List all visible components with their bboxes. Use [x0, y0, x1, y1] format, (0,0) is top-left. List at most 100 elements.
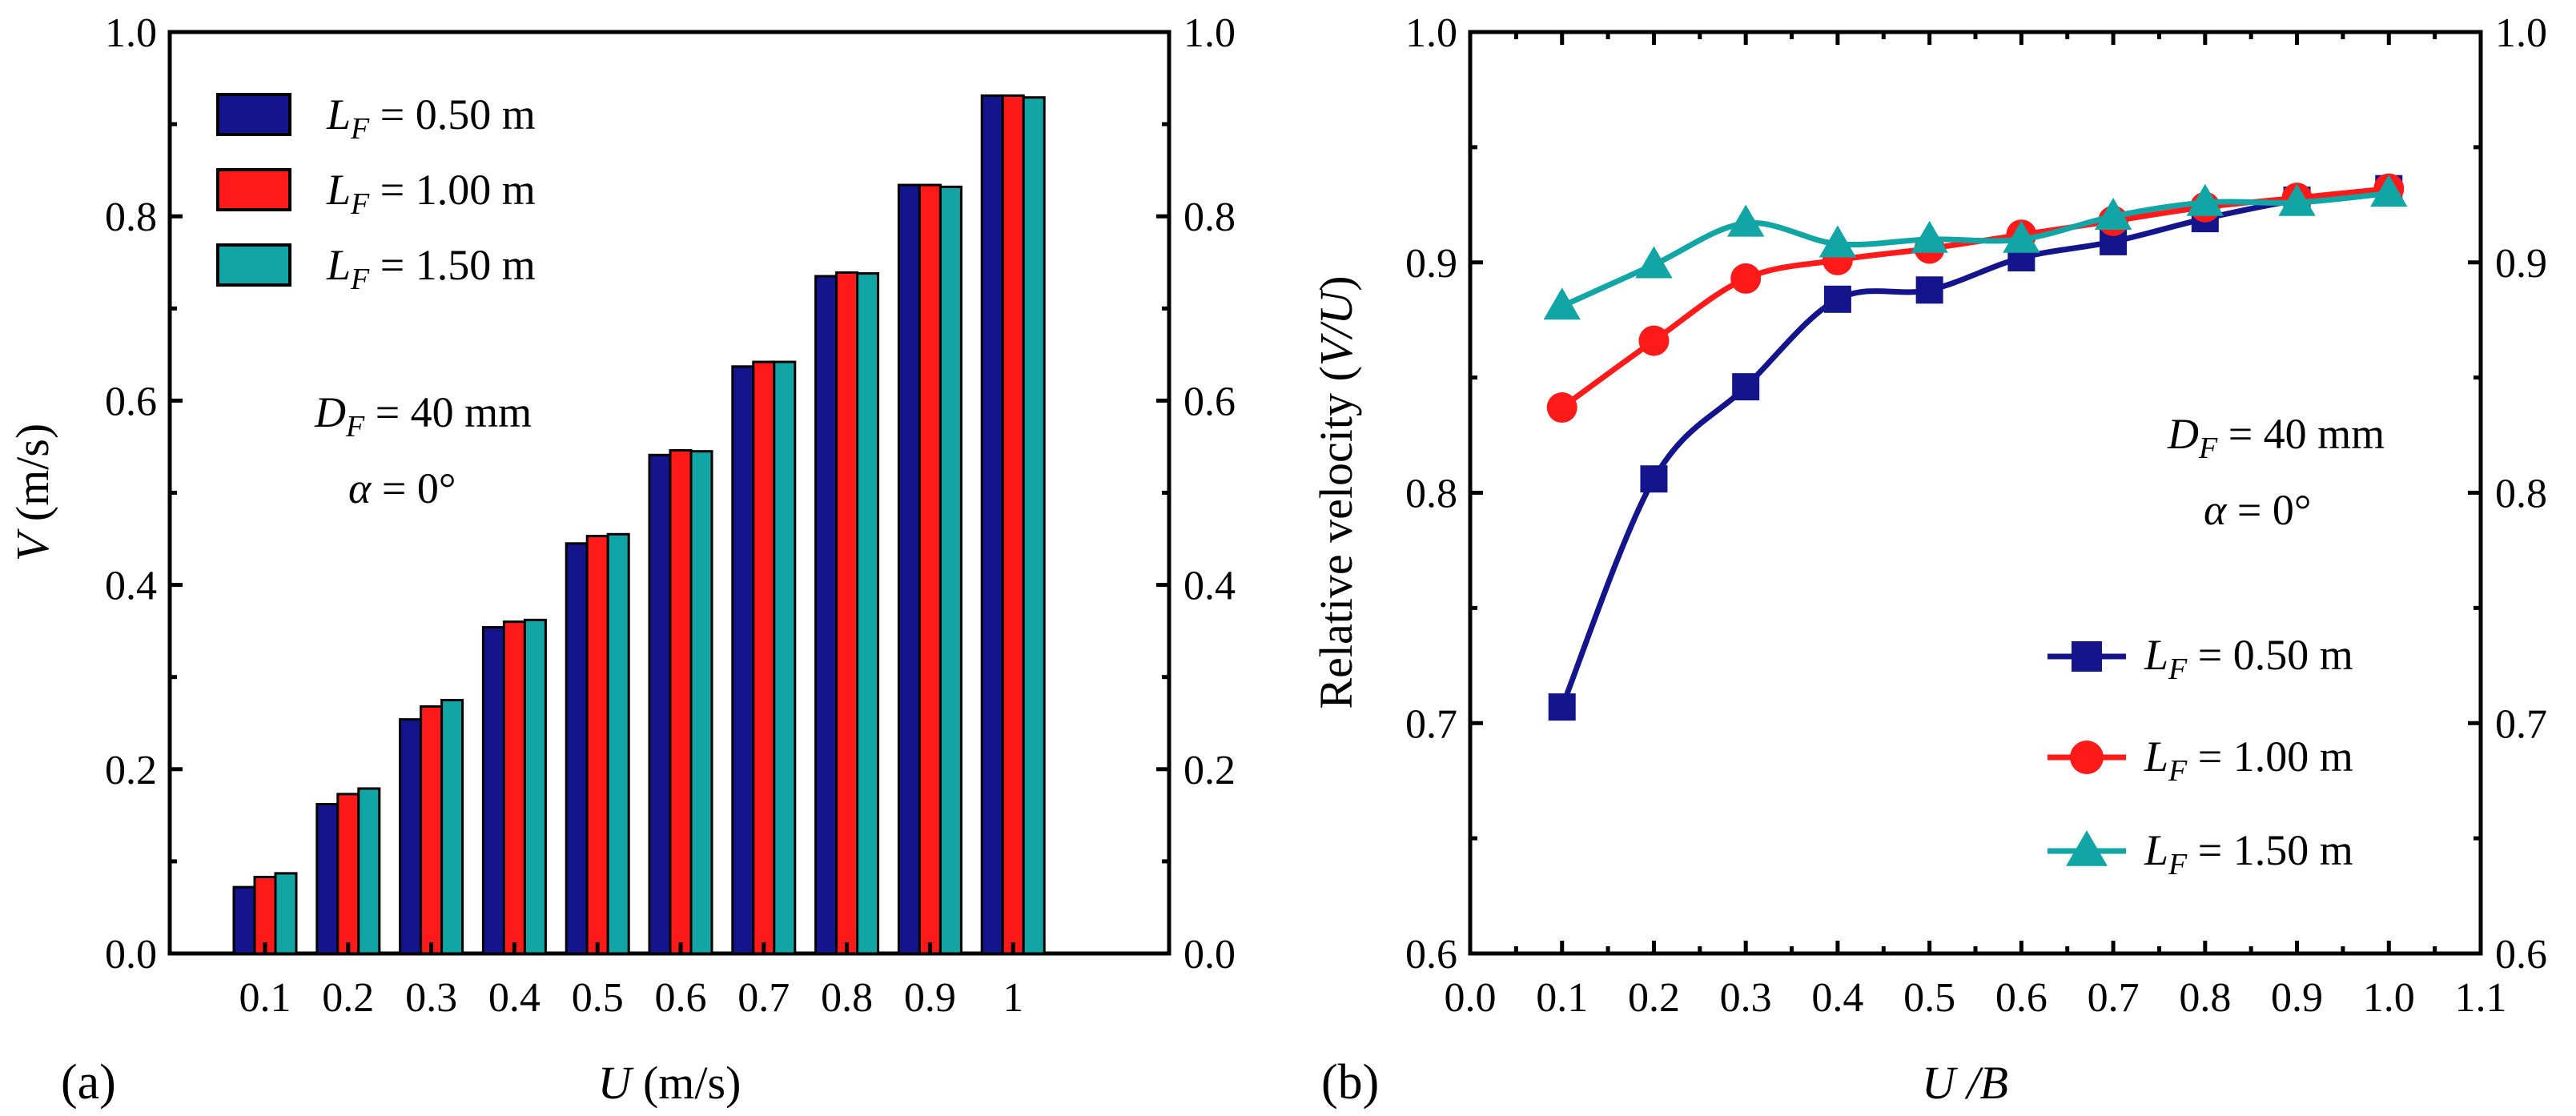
bar-a-s2-c8: [938, 185, 962, 955]
x-tick-label-b-5: 0.5: [1903, 975, 1955, 1021]
panel-a: 0.1 0.2 0.3 0.4 0.5 0.6 0.7 0.8 0.9 1 0.0 0.0 0.2 0.2…: [6, 10, 1236, 1110]
panel-a-ticks: 0.1 0.2 0.3 0.4 0.5 0.6 0.7 0.8 0.9 1 0.0 0.0 0.2 0.2…: [105, 10, 1236, 1021]
marker-b-s2-p6: [2094, 198, 2132, 231]
marker-b-s2-p7: [2186, 183, 2224, 216]
marker-b-s2-p2: [1726, 204, 1765, 237]
y-tick-label-b-3: 0.9: [1405, 241, 1457, 287]
bar-a-s2-c0: [274, 872, 298, 955]
y-tick-label-a-2: 0.4: [105, 564, 157, 609]
marker-b-s0-p3: [1823, 285, 1851, 313]
legend-b-marker-1: [2070, 741, 2104, 774]
x-tick-label-a-5: 0.6: [655, 975, 707, 1021]
panel-b-annotation-alpha: α = 0°: [2204, 486, 2311, 534]
x-tick-label-b-7: 0.7: [2088, 975, 2140, 1021]
x-tick-label-b-1: 0.1: [1536, 975, 1588, 1021]
x-tick-label-b-8: 0.8: [2179, 975, 2231, 1021]
panel-a-legend: LF = 0.50 m LF = 1.00 m LF = 1.50 m: [216, 90, 536, 296]
bar-a-s2-c5: [689, 450, 713, 955]
y-right-tick-label-b-3: 0.9: [2495, 241, 2547, 287]
bar-a-s1-c3: [502, 620, 526, 955]
y-right-tick-label-a-1: 0.2: [1184, 748, 1236, 793]
legend-swatch-1: [216, 168, 291, 211]
panel-b-legend: LF = 0.50 m LF = 1.00 m LF = 1.50 m: [2048, 631, 2353, 881]
y-tick-label-a-1: 0.2: [105, 748, 157, 793]
marker-b-s2-p5: [2003, 220, 2040, 253]
y-tick-label-b-0: 0.6: [1405, 932, 1457, 978]
y-right-tick-label-a-5: 1.0: [1184, 10, 1236, 56]
marker-b-s1-p2: [1730, 263, 1762, 294]
y-right-tick-label-a-4: 0.8: [1184, 195, 1236, 240]
y-tick-label-b-2: 0.8: [1405, 472, 1457, 517]
panel-b-label: (b): [1321, 1055, 1379, 1110]
y-right-tick-label-a-3: 0.6: [1184, 379, 1236, 424]
bar-a-s2-c3: [523, 618, 547, 955]
legend-b-label-2: LF = 1.50 m: [2144, 826, 2353, 881]
panel-a-bars: [232, 94, 1046, 955]
marker-b-s2-p9: [2370, 175, 2408, 207]
panel-a-annotation-df: DF = 40 mm: [314, 388, 532, 444]
marker-b-s2-p0: [1543, 287, 1581, 320]
marker-b-s1-p1: [1638, 325, 1670, 356]
panel-b: 0.0 0.1 0.2 0.3 0.4 0.5 0.6 0.7 0.8 0.9 1.0 1.10.6 0…: [1310, 10, 2547, 1110]
y-right-tick-label-b-2: 0.8: [2495, 472, 2547, 517]
bar-a-s1-c1: [336, 793, 360, 955]
x-tick-label-b-6: 0.6: [1995, 975, 2048, 1021]
y-tick-label-a-5: 1.0: [105, 10, 157, 56]
bar-a-s0-c2: [399, 718, 423, 955]
y-right-tick-label-b-1: 0.7: [2495, 701, 2547, 747]
x-tick-label-b-4: 0.4: [1811, 975, 1863, 1021]
marker-b-s0-p2: [1732, 373, 1760, 401]
panel-b-frame: [1468, 30, 2483, 956]
bar-a-s2-c9: [1022, 96, 1046, 955]
bar-a-s0-c3: [481, 626, 505, 955]
y-tick-label-b-1: 0.7: [1405, 701, 1457, 747]
bar-a-s2-c1: [357, 787, 381, 955]
marker-b-s1-p0: [1546, 392, 1577, 424]
series-line-b-1: [1560, 186, 2389, 410]
panel-b-y-axis-title: Relative velocity (V/U): [1310, 275, 1362, 709]
marker-b-s0-p0: [1548, 693, 1576, 721]
x-tick-label-b-10: 1.0: [2363, 975, 2415, 1021]
series-line-b-2: [1561, 190, 2389, 309]
legend-label-1: LF = 1.00 m: [326, 166, 536, 221]
bar-a-s0-c8: [897, 183, 921, 955]
legend-label-2: LF = 1.50 m: [326, 241, 536, 296]
y-tick-label-a-0: 0.0: [105, 932, 157, 978]
bar-a-s1-c2: [420, 705, 444, 955]
marker-b-s0-p1: [1640, 465, 1668, 493]
panel-a-x-axis-title: U (m/s): [598, 1057, 741, 1109]
bar-a-s1-c9: [1001, 94, 1025, 955]
bar-a-s0-c1: [315, 803, 340, 955]
y-right-tick-label-a-0: 0.0: [1184, 932, 1236, 978]
x-tick-label-a-9: 1: [1003, 975, 1023, 1021]
panel-a-annotation-alpha: α = 0°: [348, 464, 456, 512]
y-right-tick-label-a-2: 0.4: [1184, 564, 1236, 609]
x-tick-label-a-0: 0.1: [239, 975, 291, 1021]
bar-a-s1-c0: [253, 875, 277, 955]
bar-a-s1-c6: [752, 360, 776, 955]
bar-a-s0-c4: [565, 542, 589, 955]
bar-a-s0-c9: [980, 94, 1004, 955]
y-tick-label-a-4: 0.8: [105, 195, 157, 240]
bar-a-s1-c5: [669, 449, 693, 955]
legend-b-label-1: LF = 1.00 m: [2144, 733, 2353, 788]
panel-a-y-axis-title: V (m/s): [6, 424, 58, 561]
y-tick-label-b-4: 1.0: [1405, 10, 1457, 56]
x-tick-label-a-6: 0.7: [737, 975, 790, 1021]
x-tick-label-b-2: 0.2: [1628, 975, 1680, 1021]
x-tick-label-b-9: 0.9: [2271, 975, 2323, 1021]
bar-a-s0-c0: [232, 885, 256, 955]
x-tick-label-a-2: 0.3: [405, 975, 457, 1021]
y-right-tick-label-b-0: 0.6: [2495, 932, 2547, 978]
bar-a-s2-c7: [856, 272, 880, 955]
bar-a-s1-c8: [918, 183, 942, 955]
panel-b-x-axis-title: U /B: [1922, 1057, 2008, 1109]
legend-b-label-0: LF = 0.50 m: [2144, 631, 2353, 686]
panel-b-ticks: 0.0 0.1 0.2 0.3 0.4 0.5 0.6 0.7 0.8 0.9 1.0 1.10.6 0…: [1405, 10, 2547, 1021]
bar-a-s0-c6: [731, 365, 755, 955]
legend-b-marker-0: [2072, 641, 2102, 672]
y-tick-label-a-3: 0.6: [105, 379, 157, 424]
y-right-tick-label-b-4: 1.0: [2495, 10, 2547, 56]
x-tick-label-b-3: 0.3: [1720, 975, 1772, 1021]
